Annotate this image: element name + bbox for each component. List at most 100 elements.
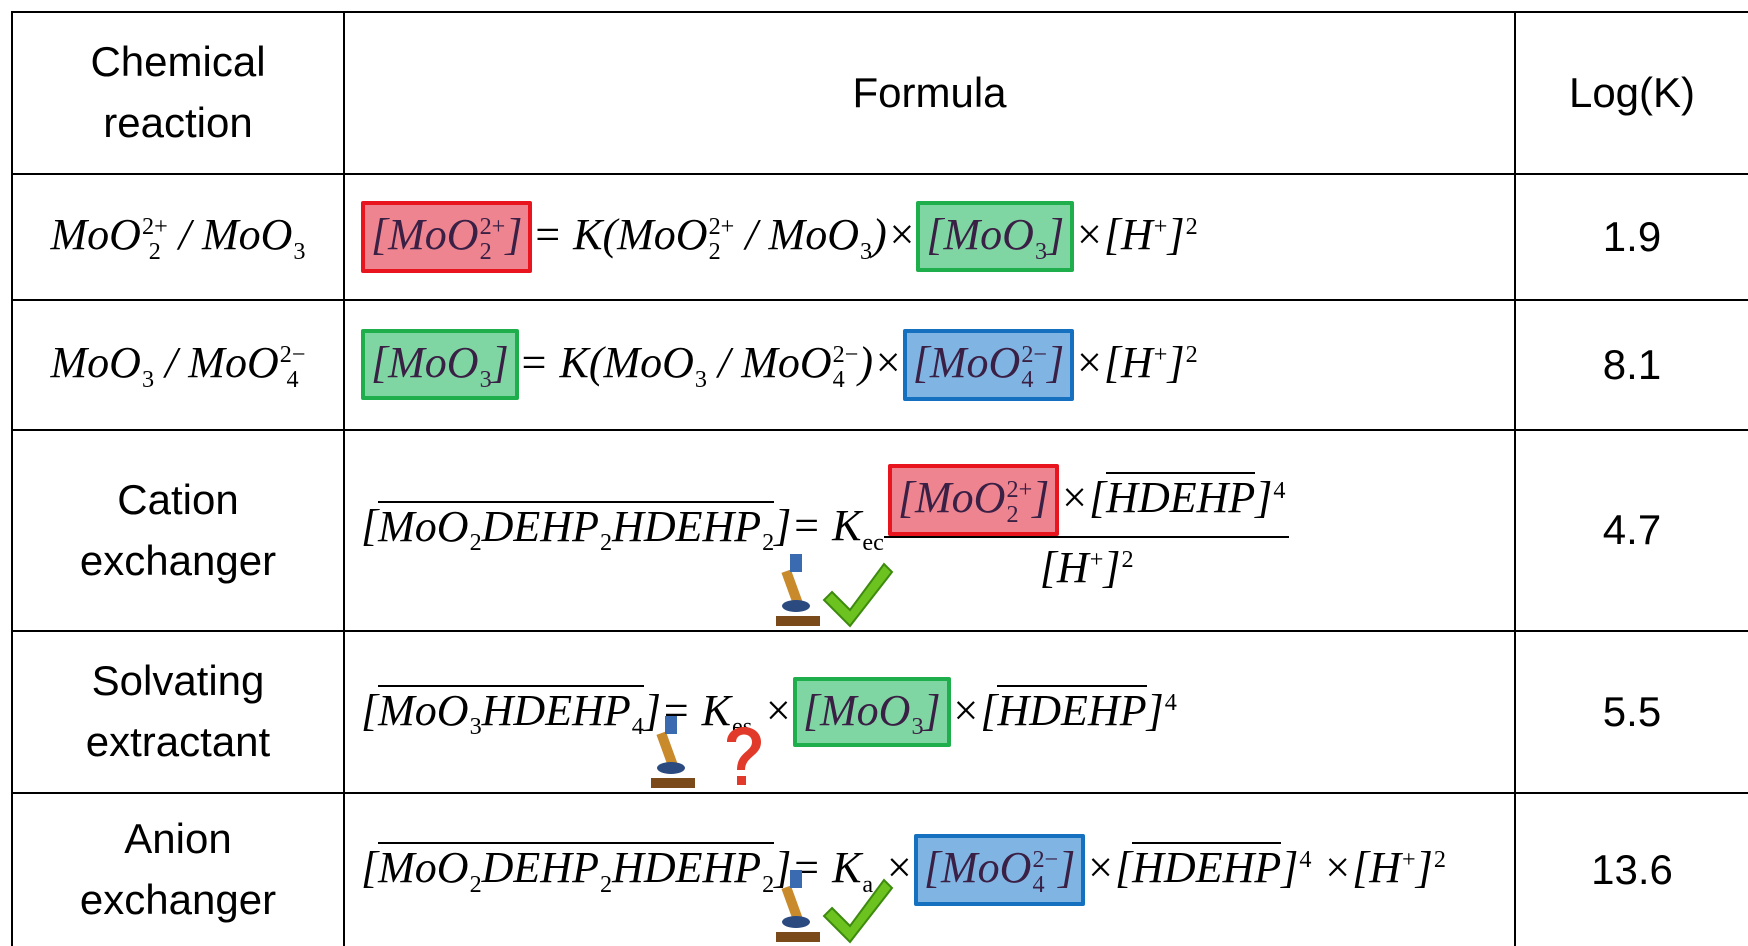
superscript bbox=[911, 690, 923, 714]
superscript bbox=[600, 847, 612, 871]
reaction-cell: MoO 3 / MoO 2− 4 bbox=[11, 299, 345, 431]
subscript: 3 bbox=[1034, 237, 1048, 265]
highlight-box: [MoO 2− 4] bbox=[902, 329, 1075, 401]
status-icon bbox=[776, 554, 894, 628]
highlight-box: [MoO 2− 4] bbox=[913, 834, 1086, 906]
subscript: 4 bbox=[832, 366, 845, 394]
denominator: [H +] 2 bbox=[1040, 538, 1134, 597]
table-body: Chemical reaction Formula Log(K) MoO 2+ 2 … bbox=[11, 11, 1748, 946]
math-text: ] bbox=[1415, 843, 1433, 893]
math-text: ] bbox=[1255, 473, 1273, 523]
superscript bbox=[470, 506, 482, 530]
script-pair: 2 bbox=[762, 847, 774, 897]
math-text: MoO bbox=[50, 338, 141, 388]
highlight-box: [MoO 3] bbox=[916, 201, 1075, 273]
math-text: DEHP bbox=[481, 843, 599, 893]
script-pair: 2 bbox=[1186, 342, 1198, 392]
script-pair: + bbox=[1154, 342, 1168, 392]
math-text: ]= K bbox=[643, 685, 732, 735]
script-pair: 2 bbox=[470, 847, 482, 897]
math-text: )× bbox=[872, 210, 917, 260]
table-row: MoO 2+ 2 / MoO 3 [MoO 2+ 2] = K(MoO 2+ 2 / MoO 3)×… bbox=[11, 173, 1748, 301]
superscript: 2 bbox=[1185, 213, 1198, 241]
superscript: 2 bbox=[1121, 545, 1134, 573]
math-text: / MoO bbox=[167, 210, 293, 260]
math-text: ] bbox=[1058, 843, 1076, 893]
superscript bbox=[600, 506, 612, 530]
subscript: 3 bbox=[859, 237, 873, 265]
formula-cell: [MoO 2+ 2] = K(MoO 2+ 2 / MoO 3)× [MoO 3] ×[H +] 2 bbox=[343, 173, 1516, 301]
subscript: 2 bbox=[708, 238, 721, 266]
math-text: / MoO bbox=[734, 210, 859, 260]
script-pair: 4 bbox=[1299, 847, 1311, 897]
math-text: HDEHP bbox=[612, 501, 762, 551]
overline-group: MoO 2 DEHP 2 HDEHP 2 bbox=[378, 842, 775, 898]
script-pair: 2+ 2 bbox=[141, 212, 168, 266]
header-cell: Chemical reaction bbox=[11, 11, 345, 175]
math-text: ×[ bbox=[1085, 843, 1133, 893]
math-text: = K(MoO bbox=[518, 338, 694, 388]
subscript: 2 bbox=[599, 870, 613, 898]
superscript: + bbox=[1153, 341, 1168, 369]
subscript: 2 bbox=[148, 238, 161, 266]
superscript bbox=[1035, 214, 1047, 238]
math-text: ] bbox=[1047, 338, 1065, 388]
superscript: 2+ bbox=[141, 212, 168, 240]
highlight-box: [MoO 3] bbox=[792, 676, 951, 748]
subscript: 4 bbox=[1032, 871, 1045, 899]
subscript bbox=[1434, 873, 1446, 897]
subscript: 2 bbox=[599, 528, 613, 556]
script-pair: 3 bbox=[293, 214, 305, 264]
logk-cell: 13.6 bbox=[1514, 792, 1748, 946]
script-pair: 2 bbox=[470, 506, 482, 555]
header-row: Chemical reaction Formula Log(K) bbox=[11, 11, 1748, 175]
numerator: [MoO 2+ 2] ×[HDEHP] 4 bbox=[883, 464, 1290, 538]
math-text: [MoO bbox=[897, 473, 1006, 523]
superscript bbox=[732, 690, 752, 714]
script-pair: 2− 4 bbox=[1021, 341, 1047, 392]
script-pair: 2− 4 bbox=[280, 341, 306, 392]
subscript: 3 bbox=[911, 712, 924, 740]
overline-group: HDEHP bbox=[997, 684, 1147, 735]
math-text: HDEHP bbox=[612, 843, 762, 893]
superscript: 2+ bbox=[708, 212, 735, 240]
math-text: / MoO bbox=[707, 338, 832, 388]
subscript: 2 bbox=[1006, 501, 1019, 529]
subscript: 2 bbox=[479, 238, 492, 266]
script-pair: 4 bbox=[1165, 689, 1177, 740]
math-text: MoO bbox=[378, 685, 469, 735]
highlight-box: [MoO 2+ 2] bbox=[887, 464, 1060, 536]
subscript: 3 bbox=[479, 365, 492, 393]
script-pair: 2− 4 bbox=[832, 341, 859, 394]
math-text: / MoO bbox=[154, 338, 279, 388]
status-icon bbox=[776, 870, 894, 944]
table-row: MoO 3 / MoO 2− 4 [MoO 3] = K(MoO 3 / MoO 2− 4)× [M… bbox=[11, 299, 1748, 431]
script-pair: 3 bbox=[142, 342, 154, 392]
subscript bbox=[1186, 240, 1198, 264]
superscript bbox=[470, 690, 482, 714]
overline-group: HDEHP bbox=[1106, 472, 1256, 522]
script-pair: 2− 4 bbox=[1032, 846, 1058, 899]
superscript bbox=[293, 214, 305, 238]
subscript bbox=[1154, 368, 1168, 392]
script-pair: + bbox=[1154, 214, 1168, 264]
math-text: = K(MoO bbox=[532, 210, 708, 260]
script-pair: 3 bbox=[911, 690, 923, 740]
fraction: [MoO 2+ 2] ×[HDEHP] 4 [H +] 2 bbox=[883, 464, 1290, 597]
overline-group: MoO 2 DEHP 2 HDEHP 2 bbox=[378, 500, 775, 556]
math-text: MoO bbox=[378, 501, 469, 551]
math-text: [MoO bbox=[926, 210, 1034, 260]
script-pair: 2 bbox=[1186, 214, 1198, 264]
logk-cell: 1.9 bbox=[1514, 173, 1748, 301]
math-text: ×[H bbox=[1311, 843, 1402, 893]
status-icon bbox=[651, 716, 761, 788]
subscript bbox=[1186, 368, 1198, 392]
superscript bbox=[695, 342, 707, 366]
overline-group: HDEHP bbox=[1132, 842, 1282, 892]
subscript bbox=[1154, 240, 1168, 264]
script-pair: 2+ 2 bbox=[479, 213, 506, 266]
